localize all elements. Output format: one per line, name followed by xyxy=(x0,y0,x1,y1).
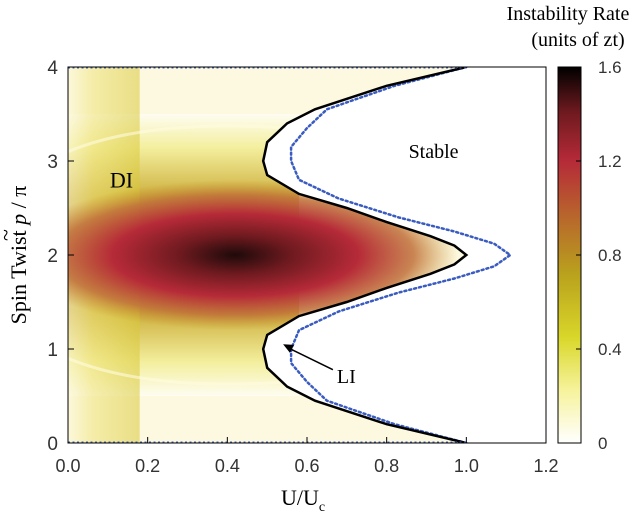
y-axis-label-tilde: ~ xyxy=(0,229,18,241)
x-axis-label-subscript: c xyxy=(319,500,325,515)
y-axis-label-prefix: Spin Twist xyxy=(6,225,31,325)
x-tick-label: 0.4 xyxy=(215,456,240,476)
colorbar-tick-label: 0 xyxy=(598,434,607,453)
y-tick-label: 4 xyxy=(47,58,58,79)
y-tick-label: 2 xyxy=(47,246,58,267)
colorbar-title-line2: (units of zt) xyxy=(531,29,624,51)
y-axis-ticks: 0 1 2 3 4 xyxy=(47,58,74,455)
x-tick-label: 1.2 xyxy=(533,456,558,476)
y-axis-label-suffix: / π xyxy=(6,186,31,214)
colorbar-tick-label: 0.8 xyxy=(598,246,622,265)
svg-text:Spin Twist p / π: Spin Twist p / π xyxy=(6,186,31,325)
annotation-li: LI xyxy=(337,366,356,388)
annotation-di: DI xyxy=(110,167,133,192)
x-axis-label: U/Uc xyxy=(281,485,325,515)
y-axis-label: Spin Twist p / π ~ xyxy=(0,186,31,325)
heat-ridge-bottom xyxy=(68,357,288,386)
y-tick-label: 3 xyxy=(47,152,58,173)
colorbar-tick-label: 0.4 xyxy=(598,340,622,359)
x-tick-label: 0.6 xyxy=(294,456,319,476)
x-axis-label-main: U/U xyxy=(281,485,319,510)
y-tick-label: 1 xyxy=(47,340,58,361)
li-arrow-head xyxy=(283,344,295,353)
boundary-solid xyxy=(261,67,469,443)
li-arrow xyxy=(283,344,334,371)
li-arrow-shaft xyxy=(287,347,334,371)
colorbar-ticks: 0 0.4 0.8 1.2 1.6 xyxy=(576,58,622,453)
x-tick-label: 0.8 xyxy=(374,456,399,476)
x-tick-label: 0.0 xyxy=(55,456,80,476)
boundary-dotted xyxy=(289,67,513,443)
x-tick-label: 1.0 xyxy=(454,456,479,476)
colorbar-tick-label: 1.6 xyxy=(598,58,622,77)
y-axis-label-symbol: p xyxy=(6,214,31,227)
x-tick-label: 0.2 xyxy=(135,456,160,476)
colorbar-tick-label: 1.2 xyxy=(598,152,622,171)
colorbar-title-line1: Instability Rate xyxy=(507,3,630,25)
heat-peak xyxy=(68,179,459,331)
annotation-stable: Stable xyxy=(409,141,459,163)
y-tick-label: 0 xyxy=(47,434,58,455)
x-axis-ticks: 0.0 0.2 0.4 0.6 0.8 1.0 1.2 xyxy=(55,437,559,476)
boundary-curves xyxy=(68,67,513,443)
heat-ridge-top xyxy=(68,124,288,153)
